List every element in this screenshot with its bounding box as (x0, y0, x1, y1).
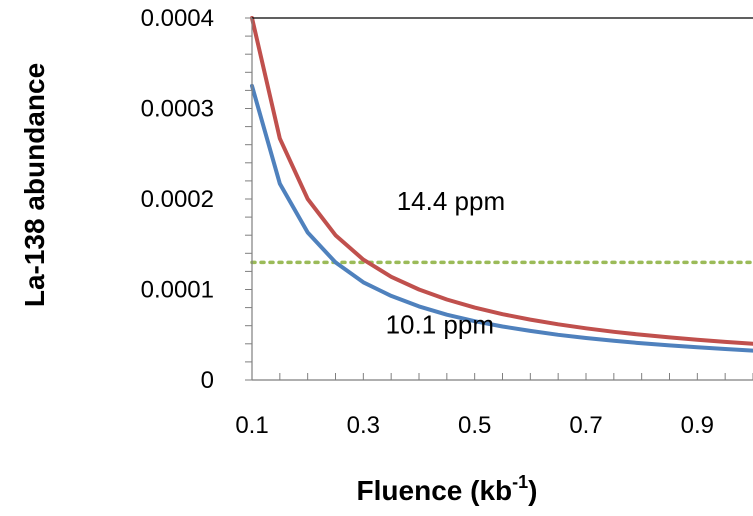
x-axis-title-suffix: ) (528, 475, 537, 506)
y-tick-label: 0.0002 (141, 186, 214, 213)
series-line-2 (250, 83, 753, 353)
y-tick-label: 0.0001 (141, 277, 214, 304)
y-tick-label: 0 (201, 367, 214, 394)
y-tick-label: 0.0003 (141, 96, 214, 123)
x-tick-label: 0.9 (681, 412, 714, 439)
text-layer: La-138 abundance Fluence (kb-1) (19, 63, 537, 506)
annotation-2: 10.1 ppm (386, 309, 494, 339)
x-axis-title-main: Fluence (kb (357, 475, 513, 506)
x-tick-label: 0.5 (458, 412, 491, 439)
annotation-1: 14.4 ppm (397, 186, 505, 216)
x-axis-title-superscript: -1 (512, 472, 528, 492)
x-tick-label: 0.1 (235, 412, 268, 439)
y-axis-title: La-138 abundance (19, 63, 50, 307)
axes: 0 0.0001 0.0002 0.0003 0.0004 0.1 0.3 0.5 0.7 0.9 (141, 5, 753, 439)
x-tick-label: 0.7 (569, 412, 602, 439)
x-axis-title: Fluence (kb-1) (357, 472, 538, 506)
x-tick-label: 0.3 (347, 412, 380, 439)
plot-area: 14.4 ppm 10.1 ppm (250, 16, 753, 353)
series-line-1 (250, 16, 753, 346)
y-tick-label: 0.0004 (141, 5, 214, 32)
